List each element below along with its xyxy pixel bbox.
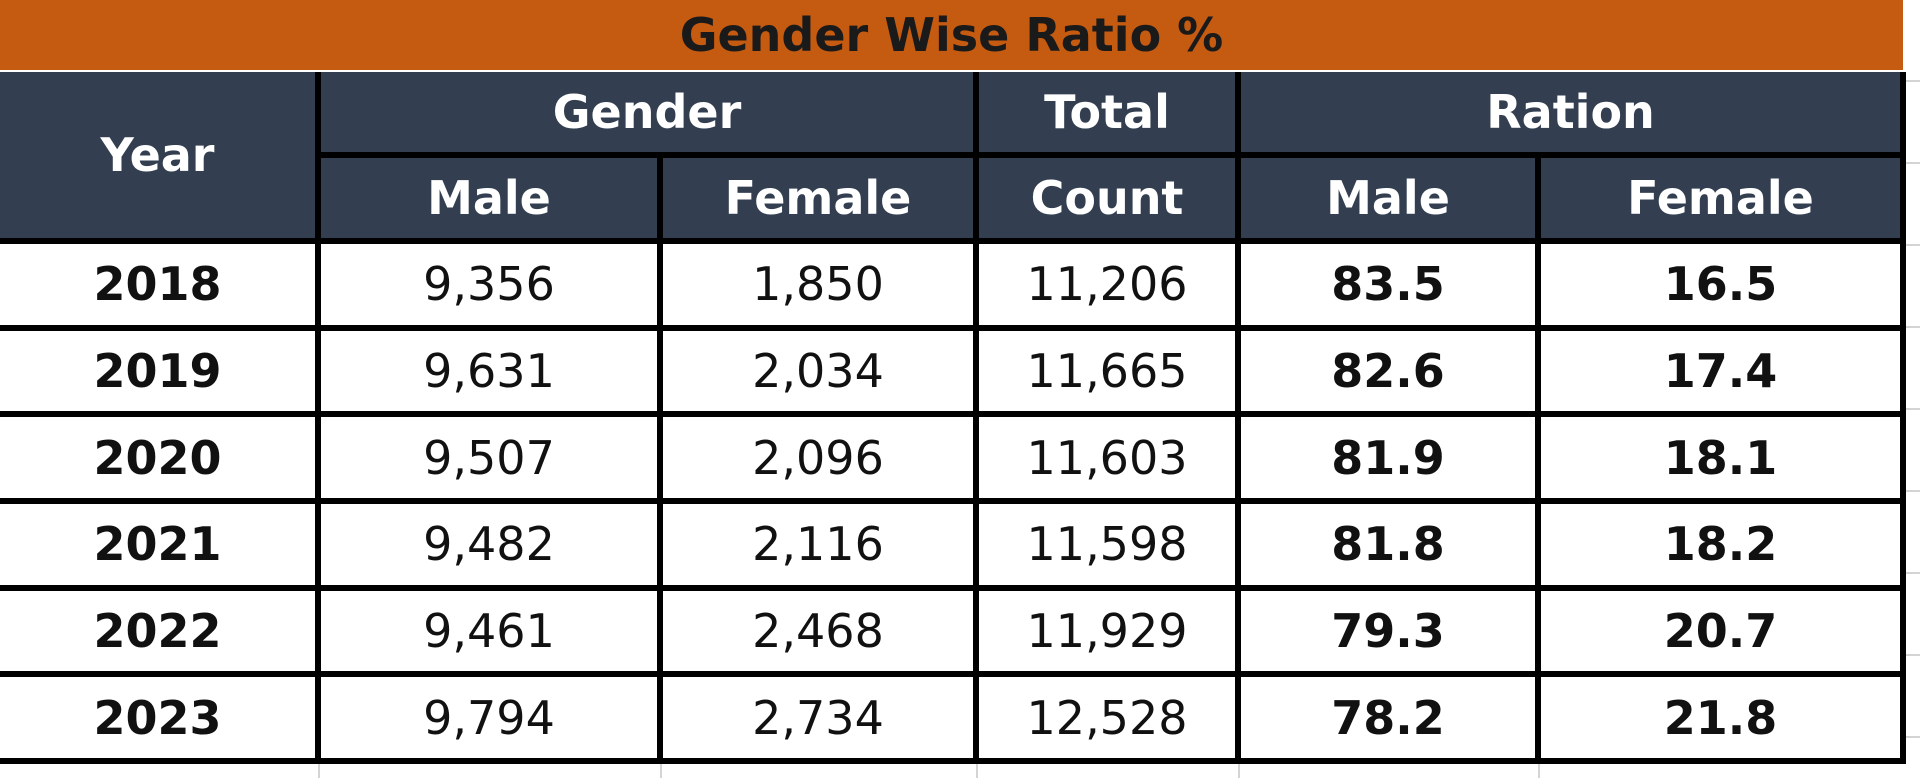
cell-count[interactable]: 11,603 xyxy=(973,411,1242,504)
header-gender-female[interactable]: Female xyxy=(656,152,980,244)
cell-female[interactable]: 1,850 xyxy=(656,238,980,331)
cell-male[interactable]: 9,794 xyxy=(315,671,663,764)
header-count[interactable]: Count xyxy=(973,152,1242,244)
cell-female[interactable]: 2,116 xyxy=(656,497,980,591)
cell-year[interactable]: 2020 xyxy=(0,411,321,504)
cell-female[interactable]: 2,096 xyxy=(656,411,980,504)
cell-count[interactable]: 12,528 xyxy=(973,671,1242,764)
sheet-gridlines-bottom xyxy=(0,760,1920,778)
header-gender-male[interactable]: Male xyxy=(318,152,663,244)
gender-ratio-table: Year Gender Total Ration Male Female Cou… xyxy=(0,72,1907,764)
table-row: 2020 9,507 2,096 11,603 81.9 18.1 xyxy=(0,411,1907,504)
cell-count[interactable]: 11,929 xyxy=(973,584,1242,678)
header-total[interactable]: Total xyxy=(973,72,1242,158)
cell-year[interactable]: 2022 xyxy=(0,584,321,678)
cell-ratio-male[interactable]: 78.2 xyxy=(1235,671,1542,764)
cell-ratio-male[interactable]: 83.5 xyxy=(1235,238,1542,331)
cell-female[interactable]: 2,468 xyxy=(656,584,980,678)
header-gender[interactable]: Gender xyxy=(314,72,980,158)
cell-female[interactable]: 2,034 xyxy=(656,324,980,418)
cell-count[interactable]: 11,665 xyxy=(973,324,1242,418)
cell-ratio-female[interactable]: 21.8 xyxy=(1535,671,1907,764)
cell-ratio-male[interactable]: 81.8 xyxy=(1235,497,1542,591)
cell-female[interactable]: 2,734 xyxy=(656,671,980,764)
cell-ratio-male[interactable]: 82.6 xyxy=(1235,324,1542,418)
cell-ratio-female[interactable]: 16.5 xyxy=(1535,238,1907,331)
table-row: 2019 9,631 2,034 11,665 82.6 17.4 xyxy=(0,324,1907,418)
cell-ratio-female[interactable]: 20.7 xyxy=(1535,584,1907,678)
cell-male[interactable]: 9,356 xyxy=(315,238,663,331)
cell-year[interactable]: 2018 xyxy=(0,238,321,331)
cell-count[interactable]: 11,206 xyxy=(973,238,1242,331)
cell-ratio-male[interactable]: 81.9 xyxy=(1235,411,1542,504)
table-title[interactable]: Gender Wise Ratio % xyxy=(0,0,1903,70)
table-row: 2022 9,461 2,468 11,929 79.3 20.7 xyxy=(0,584,1907,678)
cell-ratio-female[interactable]: 18.2 xyxy=(1535,497,1907,591)
sheet-gridlines-right xyxy=(1903,0,1920,778)
header-year[interactable]: Year xyxy=(0,72,321,244)
cell-year[interactable]: 2023 xyxy=(0,671,321,764)
table-row: 2023 9,794 2,734 12,528 78.2 21.8 xyxy=(0,671,1907,764)
cell-male[interactable]: 9,482 xyxy=(315,497,663,591)
cell-male[interactable]: 9,507 xyxy=(315,411,663,504)
header-ration-male[interactable]: Male xyxy=(1235,152,1542,244)
cell-ratio-female[interactable]: 18.1 xyxy=(1535,411,1907,504)
cell-year[interactable]: 2019 xyxy=(0,324,321,418)
table-row: 2021 9,482 2,116 11,598 81.8 18.2 xyxy=(0,497,1907,591)
cell-year[interactable]: 2021 xyxy=(0,497,321,591)
cell-ratio-female[interactable]: 17.4 xyxy=(1535,324,1907,418)
table-row: 2018 9,356 1,850 11,206 83.5 16.5 xyxy=(0,238,1907,331)
header-ration[interactable]: Ration xyxy=(1235,72,1907,158)
cell-male[interactable]: 9,461 xyxy=(315,584,663,678)
header-row-2: Male Female Count Male Female xyxy=(0,152,1907,244)
header-ration-female[interactable]: Female xyxy=(1535,152,1907,244)
header-row-1: Year Gender Total Ration xyxy=(0,72,1907,244)
cell-male[interactable]: 9,631 xyxy=(315,324,663,418)
cell-count[interactable]: 11,598 xyxy=(973,497,1242,591)
cell-ratio-male[interactable]: 79.3 xyxy=(1235,584,1542,678)
